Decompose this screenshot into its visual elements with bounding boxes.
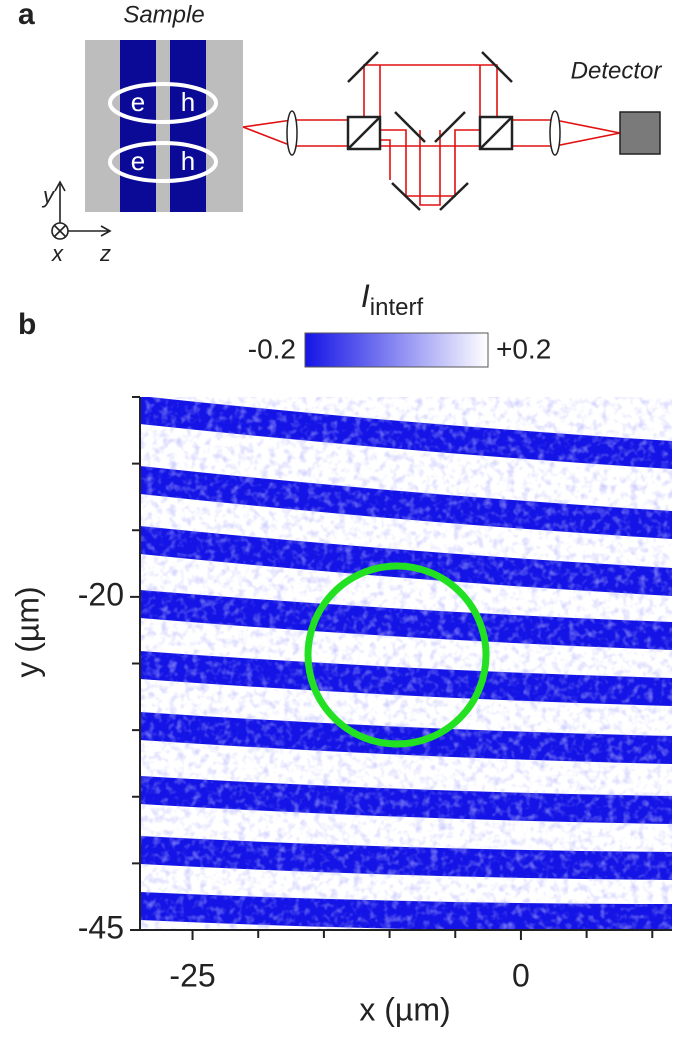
sample-label: Sample (123, 1, 204, 28)
axis-z-glyph: z (99, 241, 111, 266)
colorbar-min-label: -0.2 (248, 333, 296, 364)
x-axis-title: x (µm) (359, 991, 450, 1027)
mirror (347, 51, 513, 211)
layer (170, 40, 206, 212)
detector (619, 111, 661, 155)
detector-label: Detector (571, 57, 663, 84)
y-axis-title: y (µm) (9, 586, 45, 677)
region-marker (304, 562, 490, 748)
colorbar-subscript: interf (370, 294, 424, 321)
exciton (108, 141, 218, 183)
panel-label: a (18, 0, 35, 31)
layer (120, 40, 156, 212)
electron: e (131, 146, 145, 176)
colorbar-max-label: +0.2 (496, 333, 551, 364)
beam-path (242, 64, 621, 206)
y-tick-label: -20 (78, 576, 124, 612)
hole: h (181, 87, 195, 117)
sample (85, 40, 243, 212)
axes-glyph (51, 180, 112, 240)
colorbar-symbol: I (361, 278, 370, 314)
panel-label: b (18, 308, 36, 341)
y-tick-label: -45 (78, 909, 124, 945)
axis-x-glyph: x (51, 241, 64, 266)
lens (286, 110, 298, 156)
hole: h (181, 146, 195, 176)
axis-y-glyph: y (41, 183, 56, 208)
x-tick-label: -25 (169, 957, 215, 993)
lens (549, 110, 561, 156)
beam-splitter (346, 115, 514, 151)
electron: e (131, 87, 145, 117)
heatmap (140, 397, 672, 930)
colorbar (304, 332, 489, 368)
x-tick-label: 0 (512, 957, 530, 993)
exciton (108, 82, 218, 124)
colorbar-title: Iinterf (361, 278, 424, 321)
